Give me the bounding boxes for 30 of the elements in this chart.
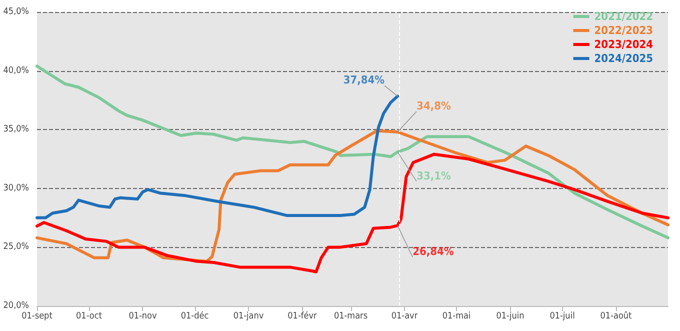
annotation: 26,84%	[412, 245, 454, 258]
y-tick-label: 30,0%	[3, 183, 30, 194]
x-tick-label: 01-juin	[496, 312, 524, 322]
x-tick-label: 01-janv	[233, 312, 264, 322]
annotation: 33,1%	[416, 169, 451, 182]
line-series	[36, 129, 670, 263]
line-series	[36, 64, 670, 240]
x-tick-label: 01-févr	[288, 310, 318, 322]
y-tick-label: 20,0%	[3, 301, 30, 311]
x-tick-label: 01-mai	[442, 312, 471, 322]
x-tick-label: 01-avr	[391, 312, 418, 322]
x-tick-label: 01-juil	[550, 312, 575, 322]
y-tick-label: 45,0%	[3, 7, 30, 17]
legend-label: 2024/2025	[594, 52, 654, 65]
legend-label: 2023/2024	[594, 38, 654, 51]
x-tick-label: 01-déc	[180, 310, 209, 322]
y-tick-label: 35,0%	[3, 124, 30, 135]
x-tick-label: 01-nov	[128, 312, 157, 322]
legend-label: 2021/2022	[594, 10, 654, 23]
y-tick-label: 40,0%	[3, 66, 30, 76]
y-tick-label: 25,0%	[3, 242, 30, 252]
annotation: 34,8%	[416, 99, 451, 112]
x-tick-label: 01-sept	[22, 312, 52, 322]
line-series	[36, 152, 670, 274]
legend-label: 2022/2023	[594, 24, 654, 37]
x-tick-label: 01-mars	[334, 312, 368, 322]
x-tick-label: 01-oct	[76, 312, 102, 322]
annotation: 37,84%	[343, 74, 385, 87]
x-tick-label: 01-août	[600, 310, 632, 322]
line-series	[36, 94, 400, 220]
